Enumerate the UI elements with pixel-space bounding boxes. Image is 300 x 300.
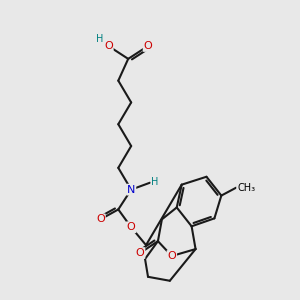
Text: CH₃: CH₃ (237, 183, 255, 193)
Text: O: O (136, 248, 145, 258)
Text: O: O (104, 41, 113, 51)
Text: N: N (127, 184, 135, 195)
Text: O: O (144, 41, 152, 51)
Text: H: H (96, 34, 103, 44)
Text: O: O (96, 214, 105, 224)
Text: O: O (167, 251, 176, 261)
Text: O: O (127, 222, 136, 232)
Text: H: H (151, 177, 159, 187)
